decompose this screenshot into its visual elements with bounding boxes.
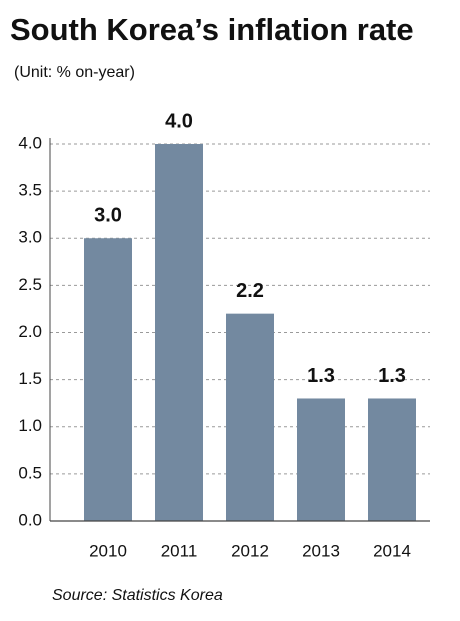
value-label: 2.2 — [236, 280, 264, 302]
y-tick-label: 0.0 — [18, 510, 42, 529]
value-label: 4.0 — [165, 110, 193, 132]
bar — [84, 238, 132, 521]
chart-subtitle: (Unit: % on-year) — [14, 64, 135, 81]
bar — [226, 313, 274, 521]
bar — [155, 144, 203, 521]
source-note: Source: Statistics Korea — [52, 587, 223, 604]
y-tick-label: 4.0 — [18, 133, 42, 152]
y-tick-label: 2.0 — [18, 322, 42, 341]
y-tick-label: 3.0 — [18, 228, 42, 247]
value-label: 3.0 — [94, 205, 122, 227]
y-tick-label: 3.5 — [18, 181, 42, 200]
y-tick-label: 0.5 — [18, 463, 42, 482]
chart-title: South Korea’s inflation rate — [10, 12, 414, 47]
y-tick-label: 1.5 — [18, 369, 42, 388]
value-label: 1.3 — [378, 365, 406, 387]
x-tick-label: 2013 — [302, 541, 340, 560]
value-label: 1.3 — [307, 365, 335, 387]
x-tick-label: 2012 — [231, 541, 269, 560]
y-tick-label: 1.0 — [18, 416, 42, 435]
y-tick-label: 2.5 — [18, 275, 42, 294]
x-tick-label: 2011 — [161, 541, 198, 560]
bar — [368, 398, 416, 521]
x-tick-label: 2010 — [89, 541, 127, 560]
x-tick-label: 2014 — [373, 541, 411, 560]
bar — [297, 398, 345, 521]
